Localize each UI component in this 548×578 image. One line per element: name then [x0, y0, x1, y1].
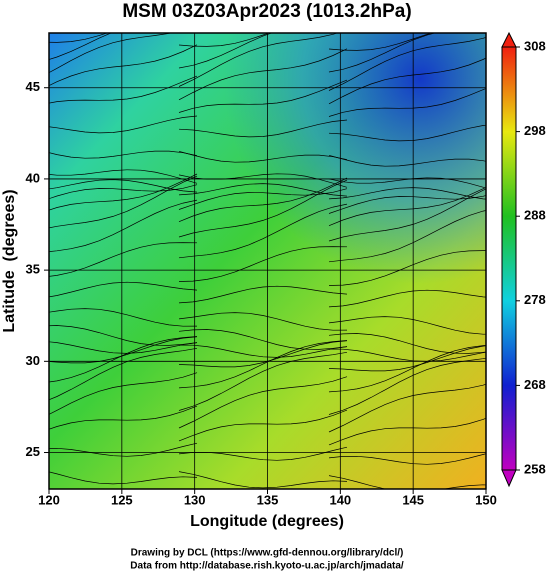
streamline — [178, 312, 348, 331]
streamline — [49, 179, 198, 193]
streamline — [49, 325, 198, 346]
footer-line: Data from http://database.rish.kyoto-u.a… — [130, 561, 404, 572]
streamline — [49, 115, 198, 134]
streamline — [49, 33, 109, 43]
streamline — [178, 188, 348, 210]
streamline — [178, 471, 348, 489]
streamline — [328, 475, 486, 489]
streamline — [178, 285, 348, 304]
streamline — [178, 33, 271, 47]
streamline — [178, 150, 348, 163]
streamline — [49, 281, 198, 298]
streamline — [178, 119, 348, 138]
streamline — [49, 199, 198, 252]
colorbar-tick-label: 278 — [524, 292, 546, 307]
streamline — [49, 308, 198, 327]
x-axis-label: Longitude (degrees) — [190, 513, 344, 530]
streamline — [49, 173, 198, 211]
streamline — [178, 177, 348, 223]
streamline — [49, 347, 198, 401]
streamline — [49, 150, 198, 159]
x-tick-label: 150 — [475, 492, 497, 507]
y-tick-label: 45 — [26, 79, 40, 94]
x-tick-label: 140 — [329, 492, 351, 507]
colorbar-scale — [501, 46, 517, 471]
x-tick-label: 130 — [184, 492, 206, 507]
colorbar-tick-label: 288 — [524, 208, 546, 223]
y-tick-label: 30 — [26, 353, 40, 368]
streamline — [178, 340, 348, 389]
streamline — [49, 175, 198, 229]
colorbar-tick-label: 308 — [524, 38, 546, 53]
streamline — [49, 471, 198, 485]
colorbar-tick-label: 268 — [524, 377, 546, 392]
streamline — [178, 351, 348, 411]
streamline — [49, 184, 198, 200]
streamline — [178, 79, 348, 113]
streamline — [179, 344, 348, 358]
x-tick-label: 135 — [257, 492, 279, 507]
streamline — [49, 405, 198, 430]
streamline — [178, 203, 348, 259]
colorbar-tick-label: 298 — [524, 123, 546, 138]
x-tick-label: 120 — [38, 492, 60, 507]
colorbar-extend — [501, 469, 517, 488]
streamline — [49, 336, 198, 383]
streamline — [178, 33, 273, 69]
x-tick-label: 125 — [111, 492, 133, 507]
streamline — [178, 246, 348, 282]
streamline — [178, 376, 348, 429]
colorbar-tick-label: 258 — [524, 461, 546, 476]
colorbar-extend — [501, 31, 517, 48]
streamline — [49, 33, 112, 60]
streamline — [178, 183, 348, 197]
x-tick-label: 145 — [402, 492, 424, 507]
streamline — [178, 48, 348, 101]
streamline — [49, 44, 198, 86]
streamline — [49, 341, 198, 354]
y-tick-label: 40 — [26, 170, 40, 185]
y-axis-label: Latitude (degrees) — [1, 189, 18, 332]
streamline — [49, 442, 198, 457]
chart-title: MSM 03Z03Apr2023 (1013.2hPa) — [122, 1, 411, 22]
streamline — [49, 372, 198, 415]
streamline — [178, 329, 348, 350]
streamline — [49, 169, 198, 184]
footer-line: Drawing by DCL (https://www.gfd-dennou.o… — [131, 548, 404, 559]
streamline — [49, 242, 198, 277]
streamline — [178, 409, 348, 442]
colorbar — [501, 31, 517, 488]
y-tick-label: 35 — [26, 262, 40, 277]
streamline — [49, 336, 198, 364]
y-tick-label: 25 — [26, 444, 40, 459]
streamline — [178, 33, 339, 87]
streamline — [178, 179, 348, 238]
streamline — [178, 340, 348, 368]
